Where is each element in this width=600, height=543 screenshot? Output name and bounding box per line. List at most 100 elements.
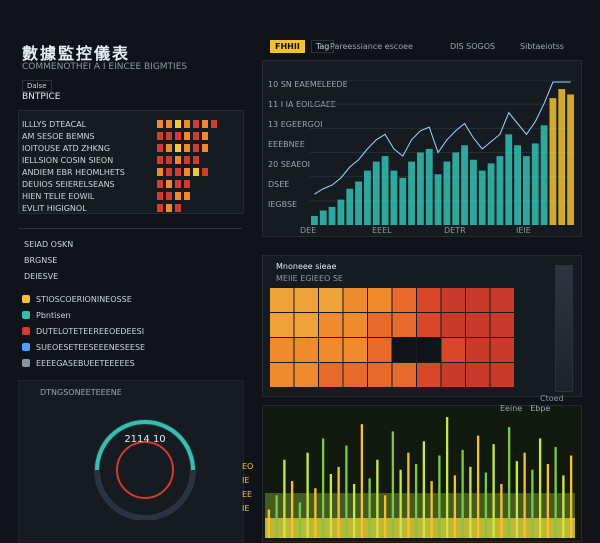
left-list-row[interactable]: EVLIT HIGIGNOL (22, 202, 590, 214)
heatmap-cell (343, 338, 367, 362)
left-list-row[interactable]: DEUIOS SEIERELSEANS (22, 178, 590, 190)
left-list-row-label: IELLSION COSIN SIEON (22, 155, 114, 165)
heatmap-cell (319, 363, 343, 387)
heatmap-cell (490, 313, 514, 337)
cjk-title: 數據監控儀表 (22, 44, 131, 63)
heatmap-cell (490, 288, 514, 312)
menu-item[interactable]: EEEEGASEBUEETEEEEES (22, 356, 588, 370)
heatmap-cell (392, 363, 416, 387)
heatmap-cell (466, 363, 490, 387)
heatmap-cell (319, 288, 343, 312)
heatmap-cell (294, 313, 318, 337)
menu-item[interactable]: STIOSCOERIONINEOSSE (22, 292, 588, 306)
bar (515, 461, 519, 538)
heatmap-cell (343, 363, 367, 387)
bar (414, 464, 418, 538)
indicator-cell (166, 180, 172, 188)
heatmap-cell (343, 313, 367, 337)
menu-item[interactable]: DUTELOTETEEREEOEDEESI (22, 324, 588, 338)
bar (383, 495, 387, 538)
heatmap-title: Mnoneee sieae (276, 262, 337, 271)
row-indicators (157, 120, 217, 128)
indicator-cell (184, 132, 190, 140)
heatmap-cell (343, 288, 367, 312)
indicator-cell (157, 144, 163, 152)
indicator-cell (157, 132, 163, 140)
series-line (314, 81, 571, 195)
left-list-row[interactable]: HIEN TELIE EOWIL (22, 190, 590, 202)
left-list-row-label: DEUIOS SEIERELSEANS (22, 179, 115, 189)
area-bar (470, 159, 477, 225)
heatmap-cell (368, 338, 392, 362)
indicator-cell (175, 204, 181, 212)
indicator-cell (202, 144, 208, 152)
left-list-row[interactable]: IELLSION COSIN SIEON (22, 154, 590, 166)
area-bar (425, 148, 433, 225)
indicator-cell (202, 168, 208, 176)
indicator-cell (157, 120, 163, 128)
baseline-band (265, 518, 575, 538)
indicator-cell (166, 168, 172, 176)
bar (546, 464, 550, 538)
bar (492, 444, 495, 538)
left-list-row-label: ILLLYS DTEACAL (22, 119, 87, 129)
left-list-row[interactable]: ILLLYS DTEACAL (22, 118, 590, 130)
heatmap-cell (294, 363, 318, 387)
tab-active[interactable]: Dalse (22, 80, 52, 92)
indicator-cell (184, 144, 190, 152)
area-bar (311, 215, 318, 225)
row-indicators (157, 168, 208, 176)
left-list-row[interactable]: AM SESOE BEMNS (22, 130, 590, 142)
section-c: DEIESVE (24, 272, 59, 281)
area-bar (558, 89, 566, 225)
nav-a[interactable]: Pareessiance escoee (330, 42, 413, 51)
indicator-cell (184, 120, 190, 128)
indicator-cell (166, 204, 172, 212)
heatmap-cell (319, 338, 343, 362)
bar (523, 452, 526, 538)
menu-chip-icon (22, 343, 30, 351)
area-bar (399, 177, 407, 225)
area-bar (478, 170, 486, 225)
heatmap-cell (270, 338, 294, 362)
left-list-row[interactable]: IOITOUSE ATD ZHKNG (22, 142, 590, 154)
heatmap-cell (417, 288, 441, 312)
bar (345, 445, 348, 538)
indicator-cell (157, 156, 163, 164)
indicator-cell (166, 120, 172, 128)
menu-item[interactable]: Pbntisen (22, 308, 588, 322)
bar (438, 455, 441, 538)
indicator-cell (166, 156, 172, 164)
indicator-cell (175, 168, 181, 176)
top-chart-label: 11 I IA EOILGAEE (268, 100, 336, 109)
bar (461, 449, 464, 538)
bar (337, 466, 340, 538)
menu-chip-icon (22, 327, 30, 335)
area-bar (355, 181, 362, 225)
section-b: BRGNSE (24, 256, 58, 265)
nav-b[interactable]: DIS SOGOS (450, 42, 496, 51)
row-indicators (157, 180, 190, 188)
bar (562, 475, 565, 538)
bottom-chart-label: EE (242, 490, 253, 499)
menu-item-label: Pbntisen (36, 310, 71, 320)
badge-secondary[interactable]: Tag (310, 40, 335, 53)
bar (407, 452, 410, 538)
top-chart-label: 20 SEAEOI (268, 160, 311, 169)
indicator-cell (211, 120, 217, 128)
menu-item[interactable]: SUEOESETEESEEENESEESE (22, 340, 588, 354)
bar (329, 474, 333, 538)
bar (314, 488, 317, 538)
badge[interactable]: FHHII (270, 40, 305, 53)
nav-c[interactable]: Sibtaeiotss (520, 42, 564, 51)
heatmap-cell (368, 363, 392, 387)
bar (430, 481, 433, 538)
left-list-row[interactable]: ANDIEM EBR HEOMLHETS (22, 166, 590, 178)
heatmap-cell (466, 338, 490, 362)
indicator-cell (166, 132, 172, 140)
row-indicators (157, 156, 199, 164)
indicator-cell (202, 120, 208, 128)
tab-label[interactable]: BNTPICE (22, 92, 61, 102)
section-a: SEIAD OSKN (24, 240, 74, 249)
indicator-cell (157, 204, 163, 212)
